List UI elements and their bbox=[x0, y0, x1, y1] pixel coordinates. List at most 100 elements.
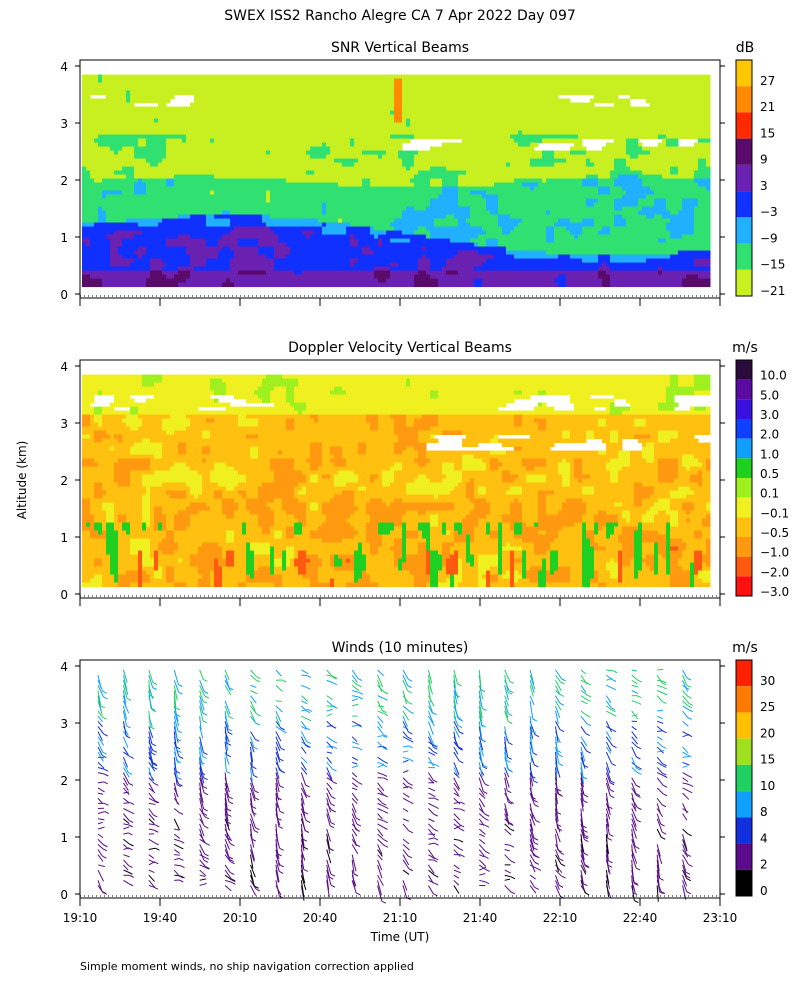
heatmap-cell bbox=[286, 154, 291, 160]
heatmap-cell bbox=[418, 230, 423, 236]
heatmap-cell bbox=[390, 278, 395, 284]
heatmap-cell bbox=[242, 186, 247, 192]
heatmap-cell bbox=[250, 282, 255, 288]
heatmap-cell bbox=[126, 90, 131, 96]
heatmap-cell bbox=[186, 130, 191, 136]
heatmap-cell bbox=[346, 234, 351, 240]
heatmap-cell bbox=[262, 234, 267, 240]
heatmap-cell bbox=[390, 230, 395, 236]
heatmap-cell bbox=[198, 222, 203, 228]
heatmap-cell bbox=[234, 110, 239, 116]
heatmap-cell bbox=[450, 130, 455, 136]
heatmap-cell bbox=[102, 86, 107, 92]
heatmap-cell bbox=[198, 206, 203, 212]
heatmap-cell bbox=[378, 270, 383, 276]
heatmap-cell bbox=[150, 230, 155, 236]
heatmap-cell bbox=[94, 262, 99, 268]
heatmap-cell bbox=[290, 162, 295, 168]
heatmap-cell bbox=[342, 198, 347, 204]
heatmap-cell bbox=[118, 254, 123, 260]
heatmap-cell bbox=[218, 186, 223, 192]
heatmap-cell bbox=[218, 254, 223, 260]
heatmap-cell bbox=[238, 162, 243, 168]
heatmap-cell bbox=[286, 190, 291, 196]
heatmap-cell bbox=[322, 242, 327, 248]
heatmap-cell bbox=[218, 218, 223, 224]
heatmap-cell bbox=[450, 270, 455, 276]
heatmap-cell bbox=[326, 82, 331, 88]
heatmap-cell bbox=[434, 78, 439, 84]
heatmap-cell bbox=[278, 126, 283, 132]
heatmap-cell bbox=[262, 150, 267, 156]
heatmap-cell bbox=[342, 234, 347, 240]
heatmap-cell bbox=[442, 94, 447, 100]
heatmap-cell bbox=[266, 110, 271, 116]
heatmap-cell bbox=[122, 218, 127, 224]
heatmap-cell bbox=[202, 158, 207, 164]
heatmap-cell bbox=[110, 210, 115, 216]
heatmap-cell bbox=[386, 258, 391, 264]
heatmap-cell bbox=[358, 270, 363, 276]
heatmap-cell bbox=[426, 118, 431, 124]
heatmap-cell bbox=[214, 246, 219, 252]
heatmap-cell bbox=[242, 74, 247, 80]
heatmap-cell bbox=[246, 258, 251, 264]
heatmap-cell bbox=[158, 102, 163, 108]
heatmap-cell bbox=[438, 214, 443, 220]
heatmap-cell bbox=[242, 234, 247, 240]
heatmap-cell bbox=[374, 118, 379, 124]
heatmap-cell bbox=[302, 266, 307, 272]
heatmap-cell bbox=[354, 102, 359, 108]
heatmap-cell bbox=[306, 162, 311, 168]
heatmap-cell bbox=[430, 102, 435, 108]
heatmap-cell bbox=[266, 198, 271, 204]
heatmap-cell bbox=[106, 210, 111, 216]
heatmap-cell bbox=[334, 222, 339, 228]
heatmap-cell bbox=[274, 102, 279, 108]
heatmap-cell bbox=[142, 170, 147, 176]
heatmap-cell bbox=[202, 98, 207, 104]
heatmap-cell bbox=[182, 78, 187, 84]
heatmap-cell bbox=[242, 106, 247, 112]
heatmap-cell bbox=[258, 242, 263, 248]
heatmap-cell bbox=[430, 126, 435, 132]
heatmap-cell bbox=[318, 182, 323, 188]
heatmap-cell bbox=[298, 214, 303, 220]
heatmap-cell bbox=[150, 278, 155, 284]
heatmap-cell bbox=[330, 122, 335, 128]
heatmap-cell bbox=[458, 230, 463, 236]
heatmap-cell bbox=[390, 158, 395, 164]
heatmap-cell bbox=[334, 214, 339, 220]
heatmap-cell bbox=[402, 126, 407, 132]
heatmap-cell bbox=[246, 186, 251, 192]
heatmap-cell bbox=[86, 262, 91, 268]
heatmap-cell bbox=[322, 186, 327, 192]
heatmap-cell bbox=[138, 162, 143, 168]
heatmap-cell bbox=[390, 102, 395, 108]
heatmap-cell bbox=[174, 106, 179, 112]
heatmap-cell bbox=[394, 254, 399, 260]
heatmap-cell bbox=[322, 202, 327, 208]
heatmap-cell bbox=[286, 202, 291, 208]
heatmap-cell bbox=[114, 110, 119, 116]
heatmap-cell bbox=[270, 174, 275, 180]
heatmap-cell bbox=[442, 226, 447, 232]
heatmap-cell bbox=[122, 182, 127, 188]
heatmap-cell bbox=[450, 222, 455, 228]
heatmap-cell bbox=[402, 118, 407, 124]
heatmap-cell bbox=[118, 266, 123, 272]
heatmap-cell bbox=[418, 258, 423, 264]
heatmap-cell bbox=[458, 126, 463, 132]
heatmap-cell bbox=[174, 182, 179, 188]
heatmap-cell bbox=[266, 114, 271, 120]
heatmap-cell bbox=[322, 138, 327, 144]
heatmap-cell bbox=[298, 174, 303, 180]
heatmap-cell bbox=[438, 122, 443, 128]
heatmap-cell bbox=[162, 74, 167, 80]
heatmap-cell bbox=[274, 202, 279, 208]
heatmap-cell bbox=[450, 230, 455, 236]
heatmap-cell bbox=[146, 218, 151, 224]
heatmap-cell bbox=[406, 166, 411, 172]
heatmap-cell bbox=[250, 122, 255, 128]
heatmap-cell bbox=[302, 74, 307, 80]
